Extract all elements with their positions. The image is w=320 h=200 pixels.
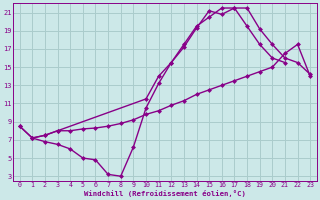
X-axis label: Windchill (Refroidissement éolien,°C): Windchill (Refroidissement éolien,°C) xyxy=(84,190,246,197)
